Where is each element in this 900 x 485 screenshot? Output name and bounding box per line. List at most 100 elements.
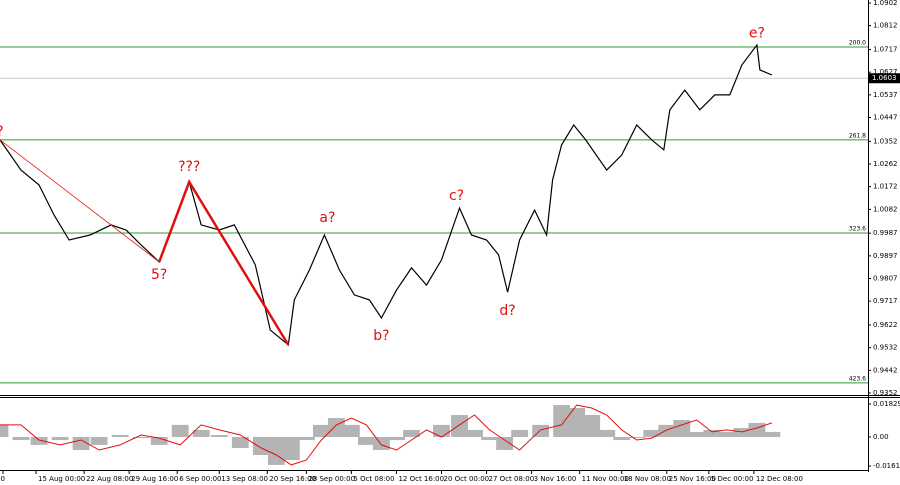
histogram-bar [297,436,315,441]
histogram-bar [481,436,498,441]
histogram-bar [171,424,189,437]
histogram-bar [12,436,30,441]
x-tick-label: 11 Nov 00:00 [582,475,629,483]
histogram-bar [373,436,390,450]
x-tick-label: 5 Oct 08:00 [353,475,394,483]
histogram-bar [210,434,228,437]
histogram-bar [312,424,330,437]
x-tick-label: 27 Oct 08:00 [489,475,535,483]
histogram-bar [252,436,270,456]
wave-label: 5? [151,267,167,283]
x-tick-label: 25 Nov 16:00 [669,475,716,483]
y-tick-label: 0.01829 [873,400,900,408]
histogram-bar [231,436,249,448]
y-tick-label: 0.9807 [873,275,898,283]
y-tick-label: 0.00 [873,433,889,441]
histogram-bar [496,436,513,450]
y-tick-label: 0.9987 [873,229,898,237]
x-tick-label: 18 Nov 08:00 [624,475,671,483]
x-tick-label: 00 [0,475,5,483]
y-tick-label: 1.0812 [873,22,898,30]
histogram-bar [72,436,90,450]
histogram-bar [327,418,345,437]
y-tick-label: 1.0717 [873,46,898,54]
y-tick-label: 1.0537 [873,91,898,99]
histogram-bar [132,436,150,439]
histogram-bar [466,429,483,437]
x-tick-label: 12 Oct 16:00 [398,475,444,483]
x-tick-label: 13 Sep 08:00 [221,475,268,483]
wave-line [158,179,290,346]
histogram-bar [703,429,721,437]
histogram-bar [451,414,468,437]
histogram-bar [358,436,375,445]
histogram-bar [643,429,661,437]
histogram-bar [511,429,529,437]
histogram-bar [658,424,676,437]
x-tick-label: 5 Dec 00:00 [711,475,754,483]
y-tick-label: 1.0172 [873,183,898,191]
x-tick-label: 3 Nov 16:00 [534,475,577,483]
fib-level-label: 323.6 [849,225,866,232]
histogram-bar [403,429,420,437]
wave-label: ? [0,124,4,140]
wave-label: a? [319,210,335,226]
y-tick-label: 1.0627 [873,68,898,76]
histogram-bar [673,420,691,437]
y-tick-label: 0.9622 [873,321,898,329]
x-tick-label: 29 Aug 16:00 [131,475,178,483]
histogram-bar [718,431,736,437]
histogram-bar [0,424,9,437]
histogram-bar [51,436,69,441]
histogram-bar [267,436,285,465]
histogram-bar [733,427,751,437]
histogram-bar [628,436,646,439]
histogram-bar [568,407,586,437]
fib-level-label: 200.0 [849,40,866,47]
histogram-bar [111,434,129,437]
signal-line [0,404,773,466]
fib-level-label: 261.8 [849,132,866,139]
histogram-bar [90,436,108,445]
x-tick-label: 6 Sep 00:00 [179,475,221,483]
histogram-bar [583,414,601,437]
y-tick-label: 1.0902 [873,0,898,7]
wave-label: c? [449,188,464,204]
histogram-bar [282,436,300,461]
histogram-bar [553,405,571,437]
histogram-bar [150,436,168,445]
wave-label: ??? [178,159,200,175]
x-tick-label: 22 Aug 08:00 [86,475,133,483]
histogram-bar [613,436,631,441]
x-tick-label: 15 Aug 00:00 [38,475,85,483]
x-tick-label: 20 Oct 00:00 [444,475,490,483]
histogram-bar [342,424,360,437]
y-tick-label: 1.0262 [873,160,898,168]
histogram-bar [688,431,706,437]
wave-label: d? [499,303,515,319]
y-tick-label: 1.0352 [873,137,898,145]
y-tick-label: 1.0447 [873,113,898,121]
histogram-bar [433,424,450,437]
x-tick-label: 20 Sep 16:00 [269,475,316,483]
current-price-label: 1.0603 [872,74,897,82]
y-tick-label: 0.9897 [873,252,898,260]
y-tick-label: 0.9717 [873,297,898,305]
histogram-bar [388,436,405,441]
wave-label: e? [749,26,765,42]
y-tick-label: 0.9532 [873,344,898,352]
current-price-box [869,73,900,84]
x-tick-label: 12 Dec 08:00 [756,475,803,483]
y-tick-label: 0.9442 [873,366,898,374]
histogram-bar [763,431,781,437]
y-tick-label: 0.9352 [873,389,898,397]
y-tick-label: -0.0161 [873,462,900,470]
wave-line [0,139,160,263]
fib-level-label: 423.6 [849,375,866,382]
histogram-bar [192,429,210,437]
wave-label: b? [373,328,389,344]
x-tick-label: 28 Sep 00:00 [308,475,355,483]
y-tick-label: 1.0082 [873,205,898,213]
